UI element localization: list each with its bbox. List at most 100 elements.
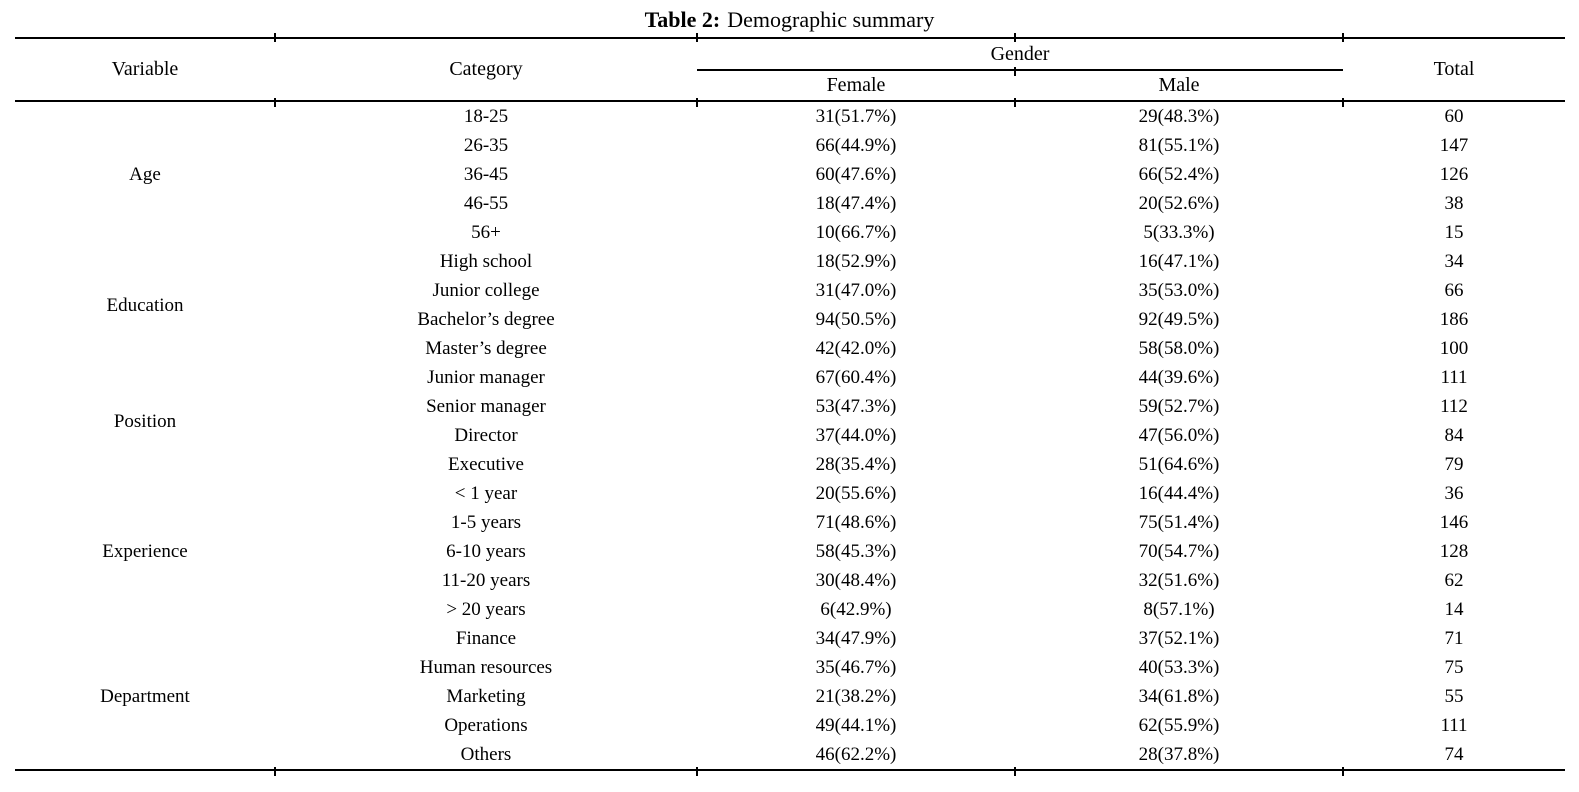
table-row: Marketing 21(38.2%) 34(61.8%) 55	[15, 682, 1565, 711]
rule-tick	[1342, 98, 1344, 107]
total-cell: 62	[1444, 570, 1464, 591]
category-cell: < 1 year	[454, 483, 518, 504]
table-row: Department Finance 34(47.9%) 37(52.1%) 71	[15, 624, 1565, 707]
male-cell: 28(37.8%)	[1138, 744, 1220, 765]
male-cell: 5(33.3%)	[1143, 222, 1215, 243]
category-cell: Master’s degree	[425, 338, 547, 359]
total-cell: 15	[1444, 222, 1464, 243]
female-cell: 10(66.7%)	[815, 222, 897, 243]
table-row: 1-5 years 71(48.6%) 75(51.4%) 146	[15, 508, 1565, 537]
male-cell: 37(52.1%)	[1138, 628, 1220, 649]
male-cell: 70(54.7%)	[1138, 541, 1220, 562]
female-cell: 67(60.4%)	[815, 367, 897, 388]
male-cell: 32(51.6%)	[1138, 570, 1220, 591]
header-total: Total	[1433, 58, 1475, 80]
category-cell: 6-10 years	[446, 541, 526, 562]
female-cell: 49(44.1%)	[815, 715, 897, 736]
rule-tick	[274, 98, 276, 107]
category-cell: Others	[460, 744, 512, 765]
table-row: Experience < 1 year 20(55.6%) 16(44.4%) 36	[15, 479, 1565, 562]
male-cell: 47(56.0%)	[1138, 425, 1220, 446]
total-cell: 111	[1440, 367, 1468, 388]
header-row-sub: Female Male	[15, 70, 1565, 101]
female-cell: 37(44.0%)	[815, 425, 897, 446]
table-row: Junior college 31(47.0%) 35(53.0%) 66	[15, 276, 1565, 305]
rule-tick	[1014, 67, 1016, 76]
demographic-table-wrapper: Variable Category Gender Total Female Ma…	[15, 33, 1566, 776]
female-cell: 60(47.6%)	[815, 164, 897, 185]
category-cell: High school	[439, 251, 533, 272]
total-cell: 38	[1444, 193, 1464, 214]
table-row: Executive 28(35.4%) 51(64.6%) 79	[15, 450, 1565, 479]
male-cell: 92(49.5%)	[1138, 309, 1220, 330]
category-cell: 26-35	[463, 135, 509, 156]
table-row: > 20 years 6(42.9%) 8(57.1%) 14	[15, 595, 1565, 624]
category-cell: Finance	[455, 628, 517, 649]
male-cell: 40(53.3%)	[1138, 657, 1220, 678]
header-variable: Variable	[111, 58, 179, 80]
table-row: Operations 49(44.1%) 62(55.9%) 111	[15, 711, 1565, 740]
category-cell: 46-55	[463, 193, 509, 214]
female-cell: 71(48.6%)	[815, 512, 897, 533]
total-cell: 146	[1439, 512, 1469, 533]
rule-tick	[1342, 767, 1344, 776]
total-cell: 100	[1439, 338, 1469, 359]
total-cell: 79	[1444, 454, 1464, 475]
header-category: Category	[449, 58, 523, 80]
category-cell: Junior college	[432, 280, 540, 301]
female-cell: 58(45.3%)	[815, 541, 897, 562]
female-cell: 94(50.5%)	[815, 309, 897, 330]
rule-tick	[696, 767, 698, 776]
rule-tick	[1014, 33, 1016, 42]
total-cell: 36	[1444, 483, 1464, 504]
table-row: Senior manager 53(47.3%) 59(52.7%) 112	[15, 392, 1565, 421]
category-cell: Senior manager	[426, 396, 546, 417]
male-cell: 34(61.8%)	[1138, 686, 1220, 707]
male-cell: 59(52.7%)	[1138, 396, 1220, 417]
category-cell: Executive	[448, 454, 524, 475]
table-title: Table 2: Demographic summary	[0, 5, 1579, 35]
total-cell: 84	[1444, 425, 1464, 446]
table-number-label: Table 2:	[644, 7, 721, 32]
male-cell: 16(44.4%)	[1138, 483, 1220, 504]
rule-tick	[274, 33, 276, 42]
total-cell: 55	[1444, 686, 1464, 707]
male-cell: 51(64.6%)	[1138, 454, 1220, 475]
total-cell: 71	[1444, 628, 1464, 649]
table-row: Human resources 35(46.7%) 40(53.3%) 75	[15, 653, 1565, 682]
table-row: Age 18-25 31(51.7%) 29(48.3%) 60	[15, 101, 1565, 185]
male-cell: 44(39.6%)	[1138, 367, 1220, 388]
female-cell: 6(42.9%)	[820, 599, 892, 620]
female-cell: 28(35.4%)	[815, 454, 897, 475]
female-cell: 30(48.4%)	[815, 570, 897, 591]
category-cell: 1-5 years	[450, 512, 522, 533]
male-cell: 29(48.3%)	[1138, 106, 1220, 127]
header-row-top: Variable Category Gender Total	[15, 38, 1565, 80]
total-cell: 75	[1444, 657, 1464, 678]
rule-tick	[696, 33, 698, 42]
variable-cell: Education	[106, 294, 184, 316]
male-cell: 58(58.0%)	[1138, 338, 1220, 359]
female-cell: 53(47.3%)	[815, 396, 897, 417]
table-row: Director 37(44.0%) 47(56.0%) 84	[15, 421, 1565, 450]
category-cell: 18-25	[463, 106, 509, 127]
female-cell: 34(47.9%)	[815, 628, 897, 649]
category-cell: Marketing	[446, 686, 526, 707]
total-cell: 112	[1440, 396, 1468, 417]
total-cell: 126	[1439, 164, 1469, 185]
female-cell: 21(38.2%)	[815, 686, 897, 707]
table-row: 11-20 years 30(48.4%) 32(51.6%) 62	[15, 566, 1565, 595]
total-cell: 66	[1444, 280, 1464, 301]
category-cell: Junior manager	[427, 367, 545, 388]
variable-cell: Position	[113, 410, 177, 432]
total-cell: 60	[1444, 106, 1464, 127]
header-male: Male	[1158, 74, 1200, 96]
rule-tick	[1014, 767, 1016, 776]
female-cell: 42(42.0%)	[815, 338, 897, 359]
female-cell: 35(46.7%)	[815, 657, 897, 678]
table-row: Position Junior manager 67(60.4%) 44(39.6%)…	[15, 363, 1565, 432]
female-cell: 18(47.4%)	[815, 193, 897, 214]
female-cell: 46(62.2%)	[815, 744, 897, 765]
total-cell: 14	[1444, 599, 1464, 620]
